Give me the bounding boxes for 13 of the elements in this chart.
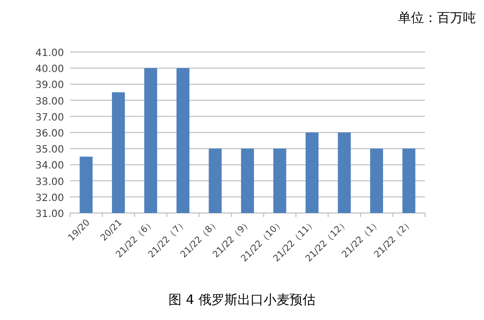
y-tick-label: 34.00 xyxy=(35,160,64,172)
text: 图 4 俄罗斯出口小麦预估 xyxy=(168,293,316,308)
y-tick-label: 33.00 xyxy=(35,176,64,188)
y-tick-label: 41.00 xyxy=(35,48,64,59)
y-tick-label: 39.00 xyxy=(35,80,64,92)
y-tick-label: 38.00 xyxy=(35,96,64,108)
text: 单位：百万吨 xyxy=(398,11,476,26)
y-tick-label: 40.00 xyxy=(35,64,64,76)
y-tick-label: 32.00 xyxy=(35,192,64,204)
y-tick-label: 36.00 xyxy=(35,128,64,140)
y-tick-label: 31.00 xyxy=(35,209,64,220)
y-tick-label: 37.00 xyxy=(35,112,64,124)
y-tick-label: 35.00 xyxy=(35,144,64,156)
